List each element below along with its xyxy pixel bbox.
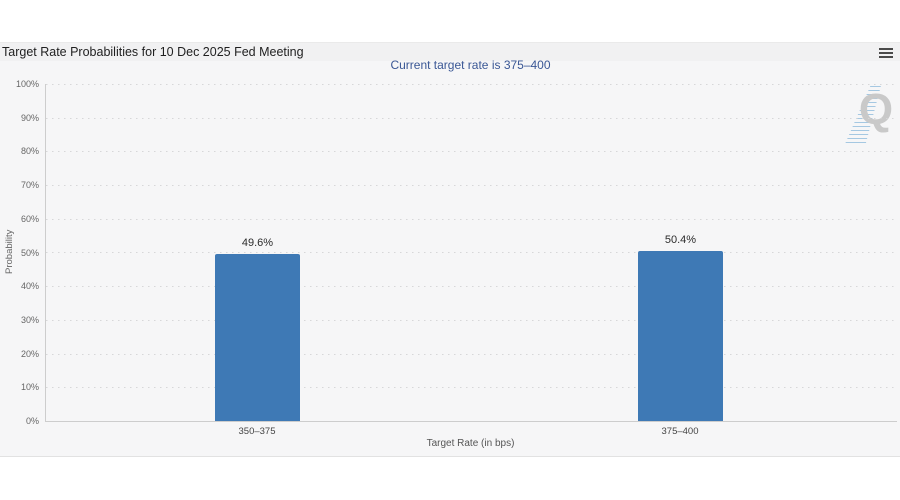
hamburger-menu-icon [879, 52, 893, 54]
chart-background [0, 61, 900, 457]
y-tick-label: 50% [20, 248, 39, 258]
y-tick-label: 60% [20, 214, 39, 224]
gridline [46, 185, 897, 186]
y-tick-label: 90% [20, 113, 39, 123]
gridline [46, 286, 897, 287]
y-tick-label: 80% [20, 146, 39, 156]
gridline [46, 84, 897, 85]
hamburger-menu-icon [879, 48, 893, 50]
y-tick-label: 40% [20, 281, 39, 291]
gridline [46, 387, 897, 388]
hamburger-menu-icon [879, 56, 893, 58]
chart-title-bar: Target Rate Probabilities for 10 Dec 202… [0, 42, 900, 62]
chart-subtitle: Current target rate is 375–400 [390, 58, 551, 72]
bar-375-400[interactable] [638, 251, 723, 421]
gridline [46, 219, 897, 220]
gridline [46, 151, 897, 152]
y-tick-label: 10% [20, 382, 39, 392]
chart-menu-button[interactable] [878, 46, 894, 60]
gridline [46, 252, 897, 253]
x-category-label: 375–400 [661, 426, 699, 437]
y-tick-label: 70% [20, 180, 39, 190]
bar-350-375[interactable] [215, 253, 300, 421]
x-axis-title: Target Rate (in bps) [426, 438, 515, 449]
y-tick-label: 30% [20, 315, 39, 325]
chart-title: Target Rate Probabilities for 10 Dec 202… [2, 45, 304, 59]
gridline [46, 118, 897, 119]
bar-value-label: 49.6% [241, 236, 274, 249]
gridline [46, 354, 897, 355]
y-tick-label: 0% [25, 416, 39, 426]
gridline [46, 320, 897, 321]
bar-value-label: 50.4% [664, 234, 697, 247]
watermark-q-logo-icon: Q [858, 85, 894, 134]
y-tick-label: 20% [20, 349, 39, 359]
y-tick-label: 100% [15, 79, 39, 89]
plot-area: 49.6% 50.4% [45, 84, 897, 422]
x-category-label: 350–375 [238, 426, 276, 437]
